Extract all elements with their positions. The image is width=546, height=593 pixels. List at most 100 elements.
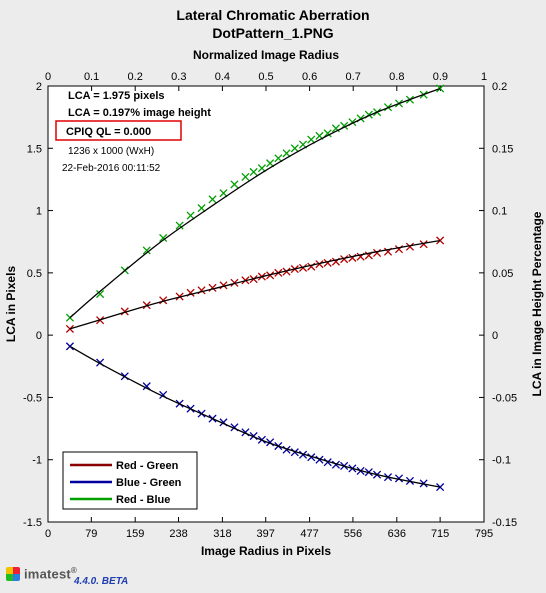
data-point-red-blue [230,180,239,189]
legend: Red - Green Blue - Green Red - Blue [62,451,198,510]
x-tick-label: 79 [85,528,97,540]
data-point-red-green [405,242,415,251]
y2-tick-label: 0.1 [492,206,507,218]
data-point-blue-green [331,460,340,469]
data-point-red-green [436,236,445,245]
data-point-red-blue [175,221,184,230]
data-point-red-green [372,248,382,257]
x2-tick-label: 0.4 [215,71,230,83]
data-point-red-blue [142,246,151,255]
data-point-red-blue [282,149,291,158]
data-point-red-blue [197,204,206,213]
fit-line-blue-green [69,345,441,488]
data-point-red-green [282,267,291,276]
data-point-red-green [340,255,349,264]
lca-pixels-text: LCA = 1.975 pixels [68,90,165,102]
x-tick-label: 159 [126,528,144,540]
data-point-blue-green [394,474,404,483]
x2-tick-label: 0.9 [433,71,448,83]
x2-tick-label: 0.1 [84,71,99,83]
plot-area [47,85,485,523]
x-tick-label: 318 [213,528,231,540]
x-tick-label: 795 [475,528,493,540]
legend-label-red-green: Red - Green [116,460,179,472]
y-tick-label: -1.5 [23,517,42,529]
imatest-logo: imatest® [6,566,77,581]
data-point-red-blue [323,129,332,138]
data-point-blue-green [290,448,299,457]
data-point-red-blue [241,172,250,181]
data-point-red-blue [307,135,316,144]
data-point-red-blue [159,233,168,243]
y2-tick-label: -0.1 [492,455,511,467]
data-point-red-blue [96,289,105,299]
y2-tick-label: 0.2 [492,81,507,93]
data-point-blue-green [65,342,74,351]
series-blue-green [65,342,445,492]
x2-tick-label: 0.8 [389,71,404,83]
x-tick-label: 477 [300,528,318,540]
data-point-blue-green [315,455,324,464]
data-point-red-blue [290,144,299,153]
y-tick-label: -1 [32,455,42,467]
data-point-red-blue [436,84,445,93]
y2-tick-label: 0 [492,330,498,342]
x-tick-label: 238 [169,528,187,540]
y-axis-label: LCA in Pixels [4,266,18,343]
y-tick-label: 2 [36,81,42,93]
x-tick-label: 636 [388,528,406,540]
x2-tick-label: 0 [45,71,51,83]
x-tick-label: 556 [344,528,362,540]
x2-tick-label: 0.5 [258,71,273,83]
y-tick-label: 0 [36,330,42,342]
y2-tick-label: -0.15 [492,517,517,529]
y2-axis-label: LCA in Image Height Percentage [530,211,544,396]
y2-tick-label: 0.05 [492,268,513,280]
data-point-red-green [419,240,428,249]
y-tick-label: 0.5 [27,268,42,280]
cpiq-highlight-box [55,120,182,141]
y2-tick-label: -0.05 [492,392,517,404]
data-point-red-blue [219,189,228,198]
fit-line-red-blue [69,87,441,319]
logo-registered-mark: ® [70,566,78,575]
annotation-box: LCA = 1.975 pixels LCA = 0.197% image he… [55,90,211,174]
x2-tick-label: 0.2 [128,71,143,83]
cpiq-text: CPIQ QL = 0.000 [66,126,151,138]
x-tick-label: 715 [431,528,449,540]
data-point-red-green [159,296,168,305]
timestamp-text: 22-Feb-2016 00:11:52 [62,163,161,174]
chart-subtitle: DotPattern_1.PNG [212,25,333,41]
y-tick-label: 1 [36,206,42,218]
data-point-blue-green [142,382,151,391]
data-point-red-blue [208,195,217,204]
imatest-logo-icon [6,566,20,581]
chart-title: Lateral Chromatic Aberration [176,7,369,23]
data-point-blue-green [436,483,445,492]
data-point-blue-green [307,453,316,462]
series-red-green [65,236,445,333]
data-point-red-blue [274,154,283,163]
image-dims-text: 1236 x 1000 (WxH) [68,146,154,157]
version-label: 4.4.0. BETA [74,576,129,587]
data-point-red-green [120,307,129,316]
data-point-red-green [230,278,239,287]
x2-tick-label: 0.7 [346,71,361,83]
x2-tick-label: 1 [481,71,487,83]
data-point-red-blue [249,167,258,177]
data-point-blue-green [323,458,332,467]
fit-line-red-green [69,239,441,330]
data-point-red-blue [186,211,195,220]
series-red-blue [65,84,445,322]
y2-tick-label: 0.15 [492,143,513,155]
legend-label-red-blue: Red - Blue [116,494,170,506]
x-tick-label: 0 [45,528,51,540]
data-point-blue-green [298,450,308,459]
x2-tick-label: 0.3 [171,71,186,83]
data-point-blue-green [282,445,291,454]
legend-label-blue-green: Blue - Green [116,477,182,489]
y-tick-label: -0.5 [23,392,42,404]
x2-axis-label: Normalized Image Radius [193,48,339,62]
data-point-red-green [323,258,332,267]
